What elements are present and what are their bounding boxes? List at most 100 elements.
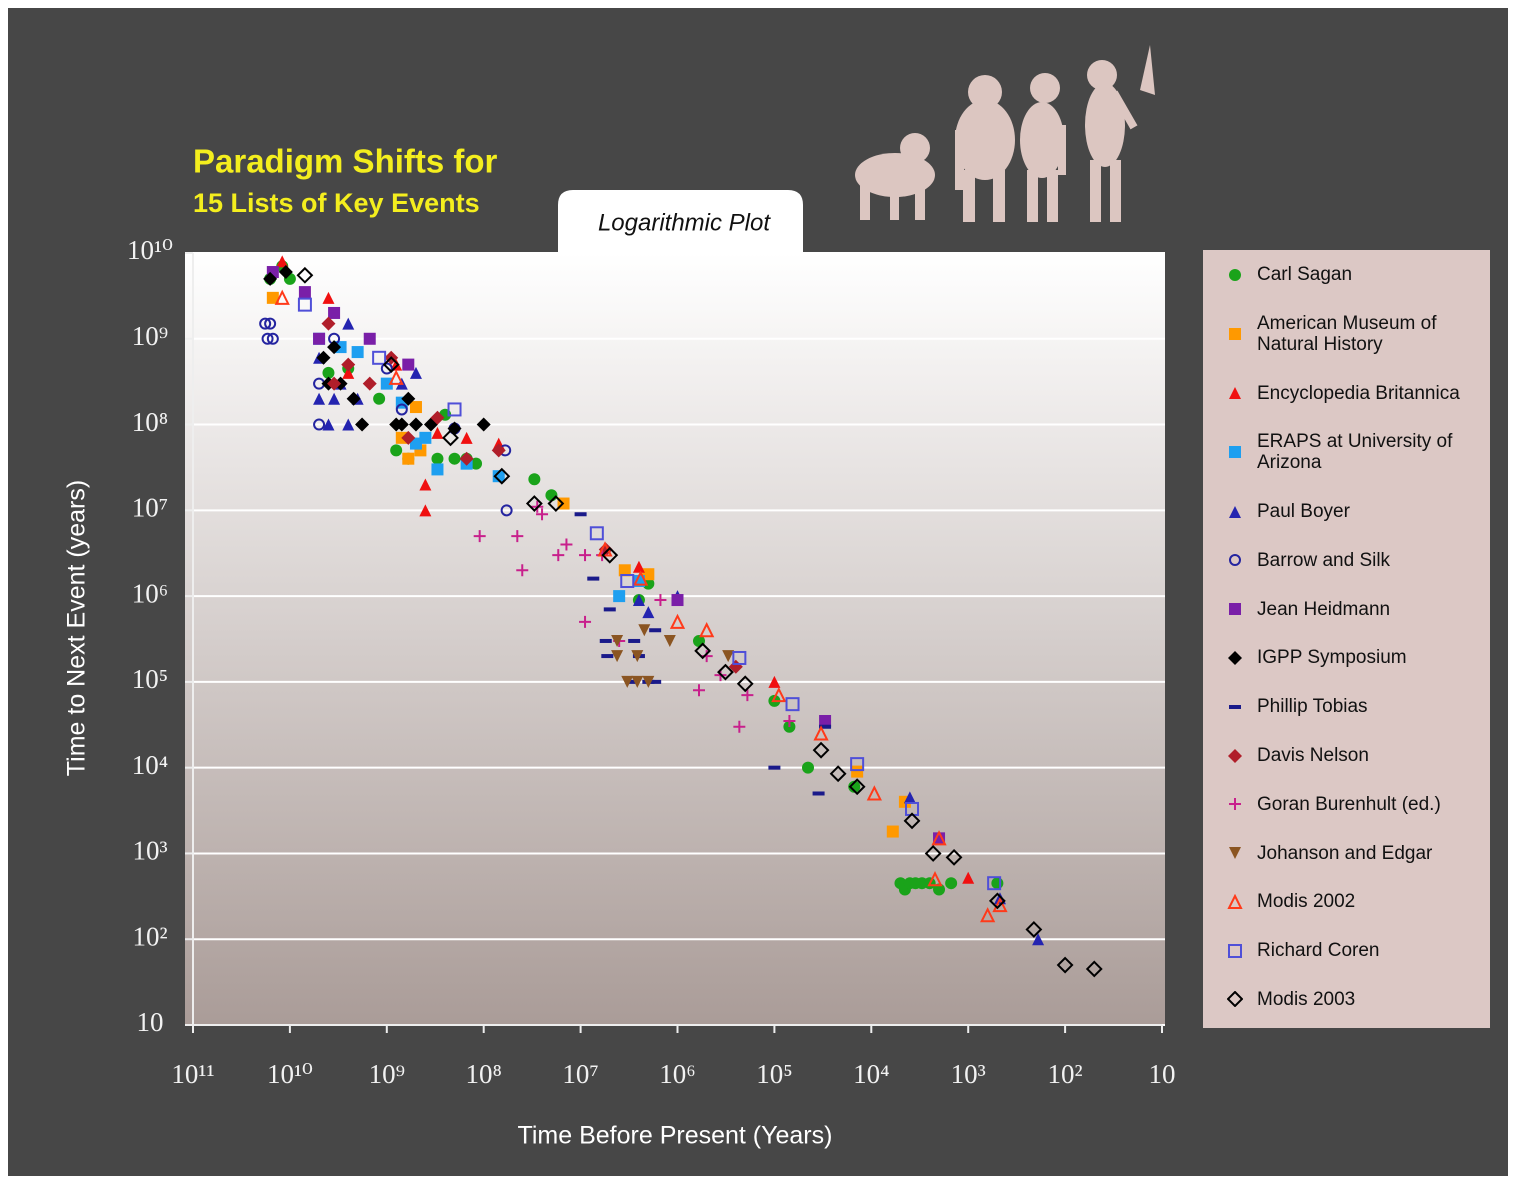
- point: [297, 297, 312, 312]
- point: [313, 418, 326, 431]
- y-tick-label: 10: [137, 1007, 164, 1037]
- point: [962, 871, 975, 884]
- point: [402, 358, 415, 371]
- point: [372, 350, 387, 365]
- point: [625, 679, 638, 684]
- point: [850, 757, 865, 772]
- x-tick-label: 10⁵: [756, 1059, 792, 1089]
- legend-label: American Museum of Natural History: [1257, 312, 1437, 355]
- point: [419, 478, 432, 491]
- legend: Carl Sagan American Museum of Natural His…: [1203, 250, 1490, 1028]
- legend-label: Richard Coren: [1257, 940, 1380, 962]
- point: [380, 377, 393, 390]
- point: [628, 638, 641, 643]
- point: [732, 650, 747, 665]
- legend-entry: Barrow and Silk: [1203, 550, 1490, 571]
- point: [355, 417, 370, 432]
- point: [1228, 748, 1242, 763]
- x-tick-label: 10⁹: [369, 1059, 405, 1089]
- point: [264, 317, 277, 330]
- evolution-illustration: [855, 45, 1155, 222]
- legend-marker: [1229, 554, 1241, 567]
- point: [1229, 387, 1241, 400]
- point: [266, 291, 279, 304]
- point: [276, 255, 289, 268]
- point: [642, 606, 655, 619]
- point: [631, 650, 644, 663]
- point: [342, 418, 355, 431]
- legend-marker: [1227, 991, 1243, 1008]
- point: [380, 362, 393, 375]
- point: [313, 332, 326, 345]
- point: [382, 356, 400, 374]
- point: [601, 654, 614, 659]
- point: [587, 576, 600, 581]
- point: [771, 686, 787, 703]
- point: [980, 907, 996, 923]
- y-tick-label: 10²: [132, 921, 167, 951]
- point: [1085, 960, 1103, 978]
- point: [783, 714, 796, 727]
- point: [1229, 847, 1241, 860]
- point: [459, 451, 474, 466]
- point: [599, 638, 612, 643]
- point: [1228, 650, 1242, 665]
- point: [470, 457, 483, 470]
- point: [813, 725, 829, 741]
- point: [448, 452, 461, 465]
- point: [342, 366, 355, 379]
- legend-label: Modis 2003: [1257, 988, 1356, 1010]
- point: [394, 417, 409, 432]
- point: [851, 765, 864, 778]
- legend-entry: Carl Sagan: [1203, 264, 1490, 285]
- point: [528, 473, 541, 486]
- y-tick-label: 10⁴: [132, 750, 168, 780]
- legend-marker: [1229, 798, 1241, 811]
- legend-label: ERAPS at University of Arizona: [1257, 431, 1453, 474]
- point: [931, 830, 947, 846]
- point: [362, 376, 377, 391]
- point: [545, 489, 558, 502]
- point: [1056, 956, 1074, 974]
- point: [388, 369, 404, 385]
- legend-marker: [1228, 748, 1242, 763]
- point: [261, 332, 274, 345]
- y-axis-title: Time to Next Event (years): [63, 480, 91, 776]
- point: [1229, 603, 1241, 616]
- point: [654, 594, 667, 607]
- point: [589, 526, 604, 541]
- point: [933, 883, 946, 896]
- legend-label: Goran Burenhult (ed.): [1257, 793, 1441, 815]
- point: [768, 675, 781, 688]
- point: [736, 675, 754, 693]
- point: [601, 546, 619, 564]
- point: [669, 613, 686, 629]
- point: [547, 495, 565, 512]
- point: [945, 877, 958, 890]
- point: [500, 504, 513, 517]
- point: [476, 417, 491, 432]
- point: [1229, 505, 1241, 518]
- point: [741, 689, 754, 702]
- point: [473, 530, 486, 543]
- point: [1032, 933, 1045, 946]
- point: [402, 452, 415, 465]
- tab: [558, 190, 803, 253]
- legend-marker: [1229, 268, 1241, 281]
- point: [866, 785, 882, 801]
- point: [819, 714, 832, 727]
- point: [447, 402, 462, 417]
- point: [829, 765, 847, 783]
- legend-label: Encyclopedia Britannica: [1257, 382, 1460, 404]
- y-tick-label: 10¹⁰: [127, 235, 173, 265]
- point: [632, 560, 645, 573]
- point: [632, 594, 645, 607]
- point: [409, 401, 422, 414]
- legend-entry: Richard Coren: [1203, 940, 1490, 961]
- legend-marker: [1229, 505, 1241, 518]
- point: [363, 332, 376, 345]
- legend-marker: [1229, 446, 1241, 459]
- legend-marker: [1228, 650, 1242, 665]
- point: [442, 429, 459, 447]
- legend-entry: American Museum of Natural History: [1203, 313, 1490, 355]
